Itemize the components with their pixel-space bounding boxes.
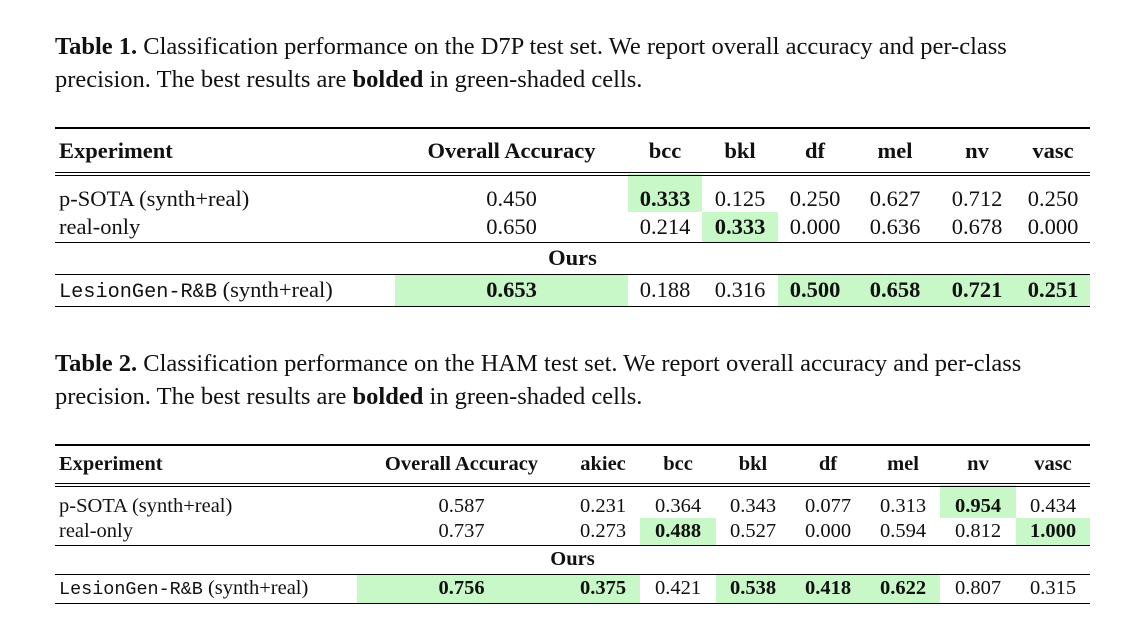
method-setting: (synth+real) (222, 276, 333, 302)
cell: 0.316 (714, 277, 766, 302)
cell: 0.188 (639, 277, 691, 302)
cell: 0.418 (790, 574, 866, 603)
cell: 0.721 (938, 274, 1016, 306)
cell: 0.000 (1027, 213, 1079, 239)
caption-text: Classification performance on the D7P te… (55, 33, 1007, 93)
cell: 0.653 (395, 274, 628, 306)
data-row: LesionGen-R&B (synth+real) 0.756 0.375 0.42… (55, 574, 1090, 603)
cell: 0.658 (852, 274, 938, 306)
cell: 0.812 (954, 519, 1002, 542)
method-name: LesionGen-R&B (59, 579, 203, 600)
data-row: LesionGen-R&B (synth+real) 0.653 0.188 0.31… (55, 274, 1090, 306)
caption-text: in green-shaded cells. (429, 66, 643, 93)
cell: 0.450 (486, 186, 537, 211)
column-header: mel (877, 137, 913, 163)
column-header: bcc (663, 453, 693, 475)
cell: 0.000 (804, 519, 852, 542)
method-setting: (synth+real) (207, 577, 309, 599)
results-table: Experiment Overall Accuracy bcc bkl df mel nv v… (55, 127, 1090, 307)
cell: 0.650 (486, 213, 537, 239)
data-row: real-only 0.737 0.273 0.488 0.527 0.000 0.594 0… (55, 518, 1090, 545)
cell: 0.214 (639, 213, 691, 239)
cell: 0.315 (1029, 577, 1077, 599)
column-header: bkl (724, 137, 756, 163)
column-header: nv (967, 453, 989, 475)
cell: 0.627 (869, 186, 921, 211)
cell: 1.000 (1016, 518, 1090, 545)
caption-label: Table 1. (55, 33, 138, 60)
cell: 0.251 (1016, 274, 1090, 306)
cell: 0.737 (438, 519, 485, 542)
cell: 0.587 (438, 495, 485, 517)
data-row: real-only 0.650 0.214 0.333 0.000 0.636 0.678 0… (55, 212, 1090, 242)
cell: 0.622 (866, 574, 940, 603)
section-row: Ours (55, 241, 1090, 274)
cell: 0.077 (804, 495, 852, 517)
cell: 0.333 (628, 174, 702, 212)
cell: 0.364 (654, 495, 702, 517)
caption-emphasis: bolded (352, 383, 424, 410)
cell: 0.807 (954, 577, 1002, 599)
cell: 0.000 (789, 213, 841, 239)
cell: 0.712 (951, 186, 1003, 211)
caption: Table 2. Classification performance on t… (55, 347, 1095, 413)
caption-emphasis: bolded (352, 66, 424, 93)
header-row: Experiment Overall Accuracy bcc bkl df mel nv v… (55, 128, 1090, 174)
cell: 0.594 (879, 519, 927, 542)
results-table: Experiment Overall Accuracy akiec bcc bkl df m… (55, 444, 1090, 604)
data-row: p-SOTA (synth+real) 0.450 0.333 0.125 0.250 0… (55, 174, 1090, 212)
cell: 0.538 (716, 574, 790, 603)
cell: 0.231 (579, 495, 627, 517)
column-header: Overall Accuracy (384, 453, 539, 475)
section-label: Ours (55, 544, 1090, 574)
cell: 0.375 (566, 574, 640, 603)
cell: 0.488 (640, 518, 716, 545)
data-row: p-SOTA (synth+real) 0.587 0.231 0.364 0.343 0… (55, 485, 1090, 518)
column-header: vasc (1034, 453, 1072, 475)
caption: Table 1. Classification performance on t… (55, 30, 1095, 96)
cell: 0.434 (1029, 495, 1077, 517)
cell: 0.500 (778, 274, 852, 306)
column-header: Overall Accuracy (427, 137, 596, 163)
section-label: Ours (55, 241, 1090, 274)
row-name: LesionGen-R&B (synth+real) (55, 274, 395, 306)
column-header: Experiment (59, 137, 173, 163)
column-header: nv (965, 137, 989, 163)
cell: 0.250 (789, 186, 841, 211)
cell: 0.636 (869, 213, 921, 239)
column-header: df (804, 137, 825, 163)
cell: 0.250 (1027, 186, 1079, 211)
cell: 0.333 (702, 212, 778, 242)
row-name: LesionGen-R&B (synth+real) (55, 574, 357, 603)
cell: 0.273 (579, 519, 627, 542)
column-header: Experiment (59, 453, 163, 475)
cell: 0.756 (357, 574, 566, 603)
method-name: LesionGen-R&B (59, 280, 217, 304)
row-name: p-SOTA (synth+real) (59, 495, 233, 517)
caption-text: Classification performance on the HAM te… (55, 350, 1022, 410)
column-header: akiec (580, 453, 626, 475)
row-name: real-only (59, 519, 133, 542)
caption-label: Table 2. (55, 350, 138, 377)
cell: 0.421 (654, 577, 702, 599)
column-header: df (818, 453, 838, 475)
cell: 0.954 (940, 485, 1016, 518)
section-row: Ours (55, 544, 1090, 574)
column-header: mel (887, 453, 919, 475)
row-name: p-SOTA (synth+real) (59, 186, 250, 211)
cell: 0.678 (951, 213, 1003, 239)
cell: 0.313 (879, 495, 927, 517)
cell: 0.527 (729, 519, 777, 542)
column-header: bcc (648, 137, 682, 163)
row-name: real-only (59, 213, 141, 239)
header-row: Experiment Overall Accuracy akiec bcc bkl df m… (55, 445, 1090, 485)
cell: 0.343 (729, 495, 777, 517)
column-header: bkl (738, 453, 768, 475)
column-header: vasc (1032, 137, 1074, 163)
cell: 0.125 (714, 186, 766, 211)
caption-text: in green-shaded cells. (429, 383, 643, 410)
